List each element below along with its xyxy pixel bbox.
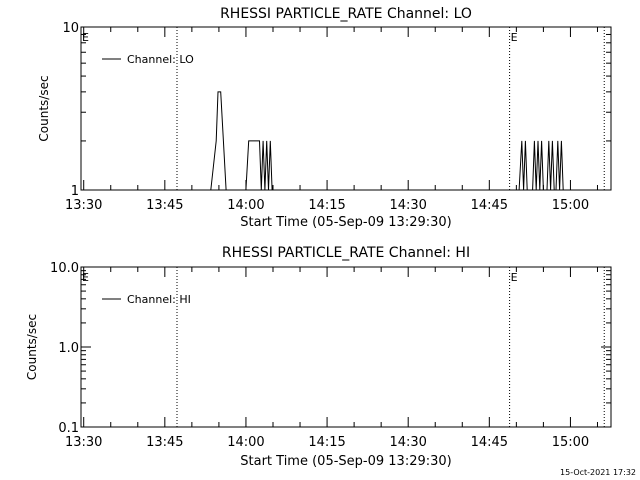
y-tick-label: 10 (62, 21, 79, 36)
x-tick-label: 14:30 (389, 435, 426, 450)
x-tick-label: 13:45 (146, 435, 183, 450)
legend-entry: Channel: LO (127, 53, 194, 66)
chart-panel-0: RHESSI PARTICLE_RATE Channel: LO 1 10 13:30… (37, 6, 612, 230)
y-tick-label: 1 (71, 184, 79, 199)
x-tick-label: 14:15 (308, 198, 345, 213)
footer-timestamp: 15-Oct-2021 17:32 (560, 468, 636, 477)
x-tick-label: 13:30 (65, 435, 102, 450)
x-tick-label: 15:00 (552, 198, 589, 213)
x-tick-label: 13:30 (65, 198, 102, 213)
plot-frame (80, 266, 612, 428)
x-tick-label: 13:45 (146, 198, 183, 213)
event-line-label: E (511, 31, 518, 44)
series-line-0 (81, 91, 611, 191)
y-tick-label: 0.1 (58, 421, 79, 436)
x-tick-label: 15:00 (552, 435, 589, 450)
x-axis-label: Start Time (05-Sep-09 13:29:30) (240, 454, 451, 469)
x-axis-label: Start Time (05-Sep-09 13:29:30) (240, 215, 451, 230)
chart-panel-1: RHESSI PARTICLE_RATE Channel: HI 0.1 1.0 10… (25, 245, 612, 469)
event-line-label: E (511, 271, 518, 284)
plot-frame (80, 26, 612, 191)
x-tick-label: 14:45 (471, 198, 508, 213)
x-tick-label: 14:00 (227, 198, 264, 213)
x-tick-label: 14:30 (389, 198, 426, 213)
chart-title: RHESSI PARTICLE_RATE Channel: HI (222, 245, 470, 261)
edge-mark: E (82, 31, 89, 44)
x-tick-label: 14:15 (308, 435, 345, 450)
edge-mark: E (82, 271, 89, 284)
x-tick-label: 14:00 (227, 435, 264, 450)
legend-entry: Channel: HI (127, 293, 191, 306)
y-tick-label: 10.0 (50, 261, 79, 276)
y-axis-label: Counts/sec (37, 75, 51, 141)
chart-title: RHESSI PARTICLE_RATE Channel: LO (220, 6, 472, 22)
y-tick-label: 1.0 (58, 341, 79, 356)
x-tick-label: 14:45 (471, 435, 508, 450)
y-axis-label: Counts/sec (25, 314, 39, 380)
